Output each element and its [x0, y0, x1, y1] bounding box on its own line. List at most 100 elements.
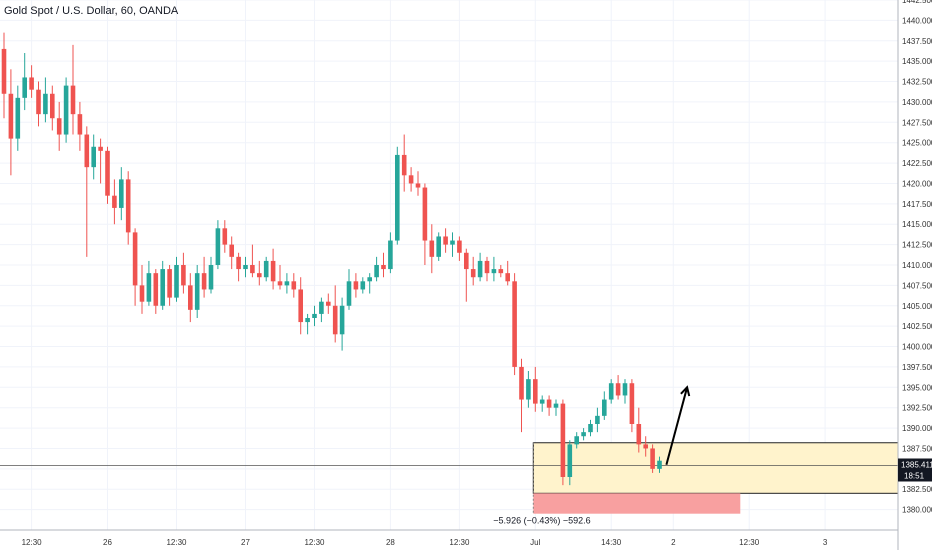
- candle[interactable]: [181, 252, 186, 294]
- candle[interactable]: [546, 395, 552, 416]
- candle[interactable]: [443, 228, 448, 253]
- candle[interactable]: [50, 85, 55, 131]
- candle[interactable]: [298, 277, 303, 335]
- candle[interactable]: [84, 126, 90, 257]
- candle[interactable]: [581, 428, 586, 441]
- candle[interactable]: [132, 228, 138, 306]
- candle[interactable]: [484, 256, 490, 282]
- candle[interactable]: [8, 69, 14, 176]
- candle[interactable]: [602, 391, 607, 420]
- candle[interactable]: [201, 256, 207, 298]
- candle[interactable]: [119, 167, 124, 221]
- candle[interactable]: [374, 256, 379, 282]
- candle[interactable]: [512, 273, 517, 376]
- candle[interactable]: [650, 444, 655, 473]
- candle[interactable]: [70, 44, 76, 135]
- candle[interactable]: [29, 65, 34, 98]
- candle[interactable]: [588, 419, 593, 437]
- candle[interactable]: [643, 436, 648, 457]
- candle[interactable]: [194, 265, 200, 318]
- candle[interactable]: [257, 260, 262, 286]
- candle[interactable]: [319, 297, 324, 323]
- candle[interactable]: [339, 297, 345, 351]
- candle[interactable]: [277, 265, 283, 290]
- candle[interactable]: [270, 248, 276, 290]
- candle[interactable]: [519, 358, 524, 433]
- candle[interactable]: [167, 265, 172, 306]
- candle[interactable]: [560, 399, 566, 486]
- candle[interactable]: [533, 366, 538, 412]
- candle[interactable]: [422, 183, 428, 265]
- candle[interactable]: [553, 399, 559, 416]
- candle[interactable]: [305, 313, 310, 335]
- candle[interactable]: [98, 138, 103, 184]
- candle[interactable]: [388, 232, 393, 274]
- candle[interactable]: [595, 407, 600, 433]
- candle[interactable]: [146, 260, 152, 306]
- candle[interactable]: [457, 236, 462, 261]
- candle[interactable]: [360, 277, 366, 294]
- candles[interactable]: [1, 32, 662, 486]
- candle[interactable]: [250, 244, 255, 278]
- candle[interactable]: [284, 273, 290, 294]
- candle[interactable]: [112, 179, 117, 225]
- candle[interactable]: [346, 269, 352, 310]
- candle[interactable]: [567, 440, 573, 486]
- candle[interactable]: [505, 260, 510, 286]
- candle[interactable]: [312, 305, 317, 327]
- candle[interactable]: [415, 171, 421, 196]
- candle[interactable]: [229, 236, 234, 270]
- candle[interactable]: [450, 232, 455, 257]
- candle[interactable]: [367, 273, 372, 294]
- candle[interactable]: [36, 81, 41, 127]
- candle[interactable]: [91, 134, 96, 180]
- candle[interactable]: [491, 256, 497, 282]
- candle[interactable]: [222, 220, 228, 253]
- candle[interactable]: [539, 395, 545, 412]
- candle[interactable]: [263, 256, 269, 282]
- candle[interactable]: [498, 265, 504, 278]
- candle[interactable]: [22, 53, 27, 111]
- candle[interactable]: [291, 273, 297, 298]
- candle[interactable]: [326, 293, 331, 314]
- candle[interactable]: [160, 260, 165, 310]
- candle[interactable]: [15, 85, 21, 151]
- candle[interactable]: [436, 232, 441, 261]
- candle[interactable]: [43, 77, 48, 123]
- candle[interactable]: [243, 256, 248, 278]
- candle[interactable]: [215, 220, 221, 270]
- candle[interactable]: [1, 32, 7, 119]
- candle[interactable]: [477, 252, 483, 282]
- candle[interactable]: [429, 224, 435, 274]
- candle[interactable]: [629, 379, 635, 433]
- candle[interactable]: [470, 256, 476, 286]
- candle[interactable]: [574, 432, 579, 449]
- candle[interactable]: [657, 456, 662, 473]
- candle[interactable]: [353, 273, 359, 298]
- candle[interactable]: [174, 256, 179, 302]
- candle[interactable]: [636, 407, 642, 453]
- candle[interactable]: [408, 167, 414, 192]
- candle[interactable]: [208, 256, 214, 294]
- candle[interactable]: [153, 269, 159, 314]
- candle[interactable]: [381, 252, 386, 278]
- candle[interactable]: [139, 265, 145, 314]
- candle[interactable]: [464, 248, 469, 302]
- candle[interactable]: [395, 146, 400, 245]
- candle[interactable]: [63, 77, 69, 143]
- candle[interactable]: [125, 171, 131, 245]
- candle[interactable]: [56, 101, 62, 151]
- candle-body: [615, 383, 621, 396]
- candle[interactable]: [105, 146, 110, 204]
- candle[interactable]: [526, 371, 531, 408]
- candle[interactable]: [608, 379, 614, 404]
- candle[interactable]: [401, 134, 407, 192]
- candle[interactable]: [615, 375, 621, 400]
- candle[interactable]: [622, 379, 628, 404]
- candle[interactable]: [77, 101, 83, 151]
- candle[interactable]: [236, 252, 241, 282]
- candle[interactable]: [188, 273, 193, 323]
- candle[interactable]: [332, 285, 338, 343]
